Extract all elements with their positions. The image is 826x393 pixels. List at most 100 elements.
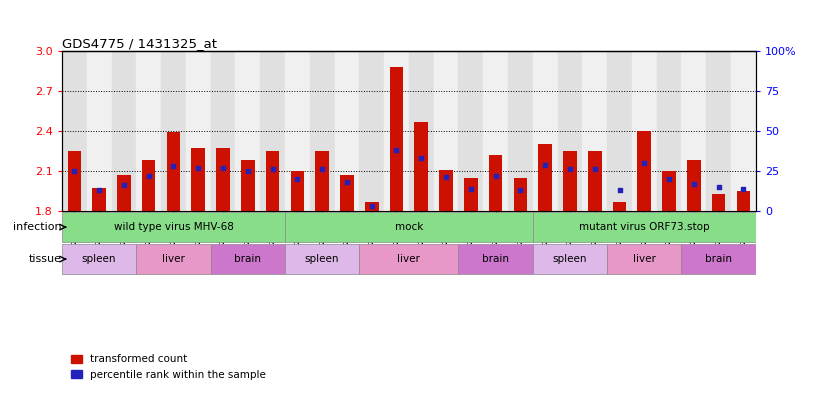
Bar bbox=[117, 175, 131, 211]
Bar bbox=[93, 188, 106, 211]
Bar bbox=[563, 151, 577, 211]
Bar bbox=[216, 149, 230, 211]
Text: liver: liver bbox=[633, 254, 656, 264]
Bar bbox=[508, 51, 533, 211]
Text: brain: brain bbox=[705, 254, 732, 264]
Point bbox=[539, 162, 552, 168]
Point bbox=[340, 179, 354, 185]
Bar bbox=[291, 171, 304, 211]
Bar bbox=[588, 151, 601, 211]
Point bbox=[588, 166, 601, 173]
Point bbox=[687, 181, 700, 187]
Text: GDS4775 / 1431325_at: GDS4775 / 1431325_at bbox=[62, 37, 217, 50]
Bar bbox=[310, 51, 335, 211]
Text: mock: mock bbox=[395, 222, 423, 232]
Bar bbox=[167, 132, 180, 211]
Bar bbox=[489, 155, 502, 211]
Bar bbox=[464, 178, 477, 211]
Bar bbox=[706, 51, 731, 211]
Bar bbox=[62, 244, 136, 274]
Text: tissue: tissue bbox=[29, 254, 62, 264]
Bar bbox=[359, 51, 384, 211]
Point bbox=[439, 174, 453, 181]
Bar bbox=[533, 212, 756, 242]
Text: liver: liver bbox=[397, 254, 420, 264]
Text: wild type virus MHV-68: wild type virus MHV-68 bbox=[113, 222, 234, 232]
Bar bbox=[539, 144, 552, 211]
Bar bbox=[607, 51, 632, 211]
Bar bbox=[142, 160, 155, 211]
Bar bbox=[483, 51, 508, 211]
Bar bbox=[285, 212, 533, 242]
Point bbox=[514, 187, 527, 193]
Text: spleen: spleen bbox=[553, 254, 587, 264]
Bar bbox=[613, 202, 626, 211]
Text: mutant virus ORF73.stop: mutant virus ORF73.stop bbox=[579, 222, 710, 232]
Text: brain: brain bbox=[235, 254, 261, 264]
Bar bbox=[458, 51, 483, 211]
Bar bbox=[68, 151, 81, 211]
Bar bbox=[687, 160, 700, 211]
Point bbox=[93, 187, 106, 193]
Bar bbox=[161, 51, 186, 211]
Bar bbox=[458, 244, 533, 274]
Point bbox=[266, 166, 279, 173]
Bar bbox=[533, 51, 558, 211]
Bar bbox=[434, 51, 458, 211]
Bar bbox=[662, 171, 676, 211]
Point bbox=[142, 173, 155, 179]
Point bbox=[291, 176, 304, 182]
Bar bbox=[136, 244, 211, 274]
Point bbox=[489, 173, 502, 179]
Bar bbox=[260, 51, 285, 211]
Point bbox=[563, 166, 577, 173]
Bar bbox=[632, 51, 657, 211]
Bar bbox=[87, 51, 112, 211]
Bar bbox=[211, 244, 285, 274]
Point bbox=[712, 184, 725, 190]
Bar bbox=[285, 244, 359, 274]
Bar bbox=[365, 202, 378, 211]
Bar bbox=[186, 51, 211, 211]
Bar bbox=[235, 51, 260, 211]
Bar bbox=[112, 51, 136, 211]
Bar bbox=[316, 151, 329, 211]
Bar bbox=[266, 151, 279, 211]
Text: spleen: spleen bbox=[305, 254, 339, 264]
Bar bbox=[62, 51, 87, 211]
Bar bbox=[415, 122, 428, 211]
Point bbox=[167, 163, 180, 169]
Text: infection: infection bbox=[13, 222, 62, 232]
Point bbox=[316, 166, 329, 173]
Bar bbox=[340, 175, 354, 211]
Bar bbox=[359, 244, 458, 274]
Point bbox=[68, 168, 81, 174]
Bar bbox=[582, 51, 607, 211]
Point bbox=[464, 185, 477, 192]
Bar bbox=[136, 51, 161, 211]
Point bbox=[737, 185, 750, 192]
Point bbox=[216, 165, 230, 171]
Legend: transformed count, percentile rank within the sample: transformed count, percentile rank withi… bbox=[67, 350, 270, 384]
Bar bbox=[211, 51, 235, 211]
Text: brain: brain bbox=[482, 254, 509, 264]
Bar bbox=[384, 51, 409, 211]
Bar bbox=[681, 244, 756, 274]
Point bbox=[241, 168, 254, 174]
Bar bbox=[657, 51, 681, 211]
Bar bbox=[681, 51, 706, 211]
Bar bbox=[390, 67, 403, 211]
Bar bbox=[285, 51, 310, 211]
Bar bbox=[533, 244, 607, 274]
Bar bbox=[439, 170, 453, 211]
Bar bbox=[558, 51, 582, 211]
Point bbox=[365, 203, 378, 209]
Point bbox=[415, 155, 428, 162]
Bar bbox=[712, 194, 725, 211]
Bar bbox=[409, 51, 434, 211]
Point bbox=[390, 147, 403, 153]
Point bbox=[638, 160, 651, 166]
Text: liver: liver bbox=[162, 254, 185, 264]
Point bbox=[662, 176, 676, 182]
Bar bbox=[737, 191, 750, 211]
